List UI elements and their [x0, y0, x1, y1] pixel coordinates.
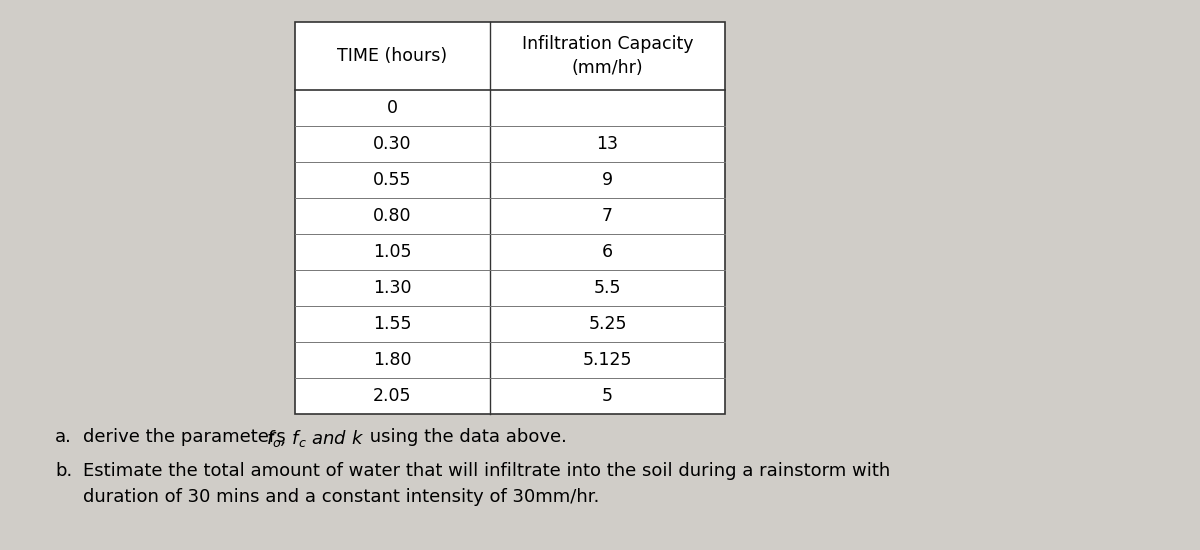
Text: 13: 13	[596, 135, 618, 153]
Text: a.: a.	[55, 428, 72, 446]
Text: 5.25: 5.25	[588, 315, 626, 333]
Text: $f_o$, $f_c$ and $k$: $f_o$, $f_c$ and $k$	[266, 428, 364, 449]
Text: Estimate the total amount of water that will infiltrate into the soil during a r: Estimate the total amount of water that …	[83, 462, 890, 507]
Text: 7: 7	[602, 207, 613, 225]
Text: 1.30: 1.30	[373, 279, 412, 297]
Text: 5: 5	[602, 387, 613, 405]
Text: 6: 6	[602, 243, 613, 261]
Text: 0.80: 0.80	[373, 207, 412, 225]
Text: 1.80: 1.80	[373, 351, 412, 369]
Text: derive the parameters: derive the parameters	[83, 428, 292, 446]
Text: 9: 9	[602, 171, 613, 189]
Text: TIME (hours): TIME (hours)	[337, 47, 448, 65]
Text: 1.05: 1.05	[373, 243, 412, 261]
Bar	[295, 22, 725, 414]
Text: Infiltration Capacity
(mm/hr): Infiltration Capacity (mm/hr)	[522, 35, 694, 77]
Text: 0: 0	[386, 99, 398, 117]
Text: b.: b.	[55, 462, 72, 480]
Text: using the data above.: using the data above.	[364, 428, 566, 446]
Text: 0.55: 0.55	[373, 171, 412, 189]
Text: 5.125: 5.125	[583, 351, 632, 369]
Text: 0.30: 0.30	[373, 135, 412, 153]
Text: 2.05: 2.05	[373, 387, 412, 405]
Text: 1.55: 1.55	[373, 315, 412, 333]
Text: 5.5: 5.5	[594, 279, 622, 297]
